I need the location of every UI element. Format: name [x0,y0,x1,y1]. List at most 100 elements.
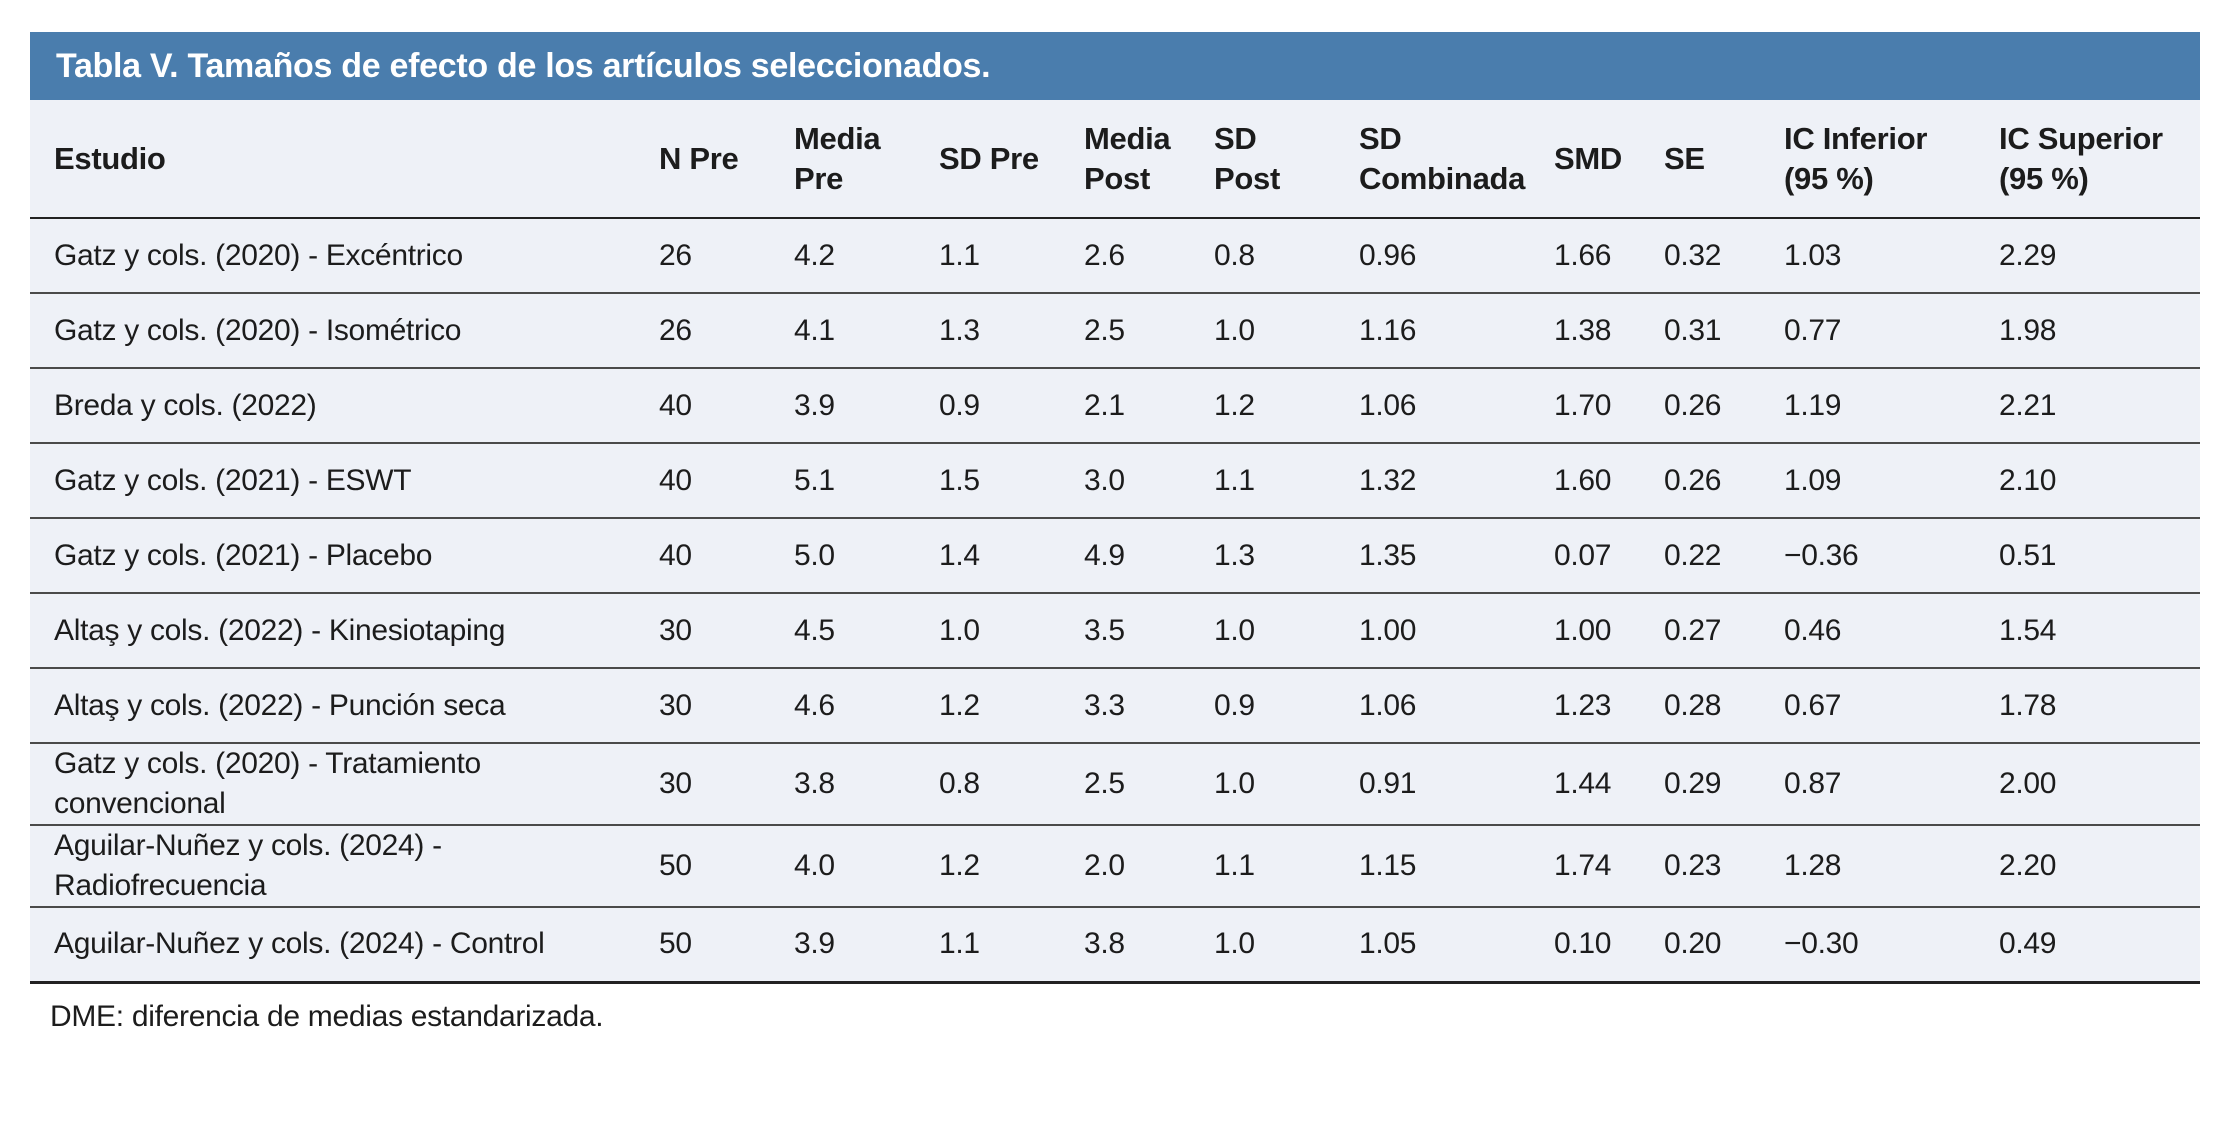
value-cell: 3.8 [794,767,835,800]
column-header: SMD [1530,100,1640,219]
column-header: SD Post [1190,100,1335,219]
value-cell: 1.32 [1359,463,1417,497]
value-cell: 2.00 [1999,767,2057,800]
value-cell: 1.66 [1554,238,1612,272]
value-cell: 0.46 [1784,613,1842,647]
value-cell: 40 [659,538,692,572]
value-cell: 1.06 [1359,388,1417,422]
value-cell: 0.8 [939,767,980,800]
value-cell: 0.96 [1359,238,1417,272]
table-row: Altaş y cols. (2022) - Punción seca 30 4.6… [30,668,2200,743]
value-cell: 2.5 [1084,767,1125,800]
value-cell: 4.9 [1084,538,1125,572]
value-cell: 2.29 [1999,238,2057,272]
value-cell: −0.36 [1784,538,1859,572]
value-cell: 1.2 [1214,388,1255,422]
column-header: SD Pre [915,100,1060,219]
value-cell: 30 [659,688,692,722]
value-cell: 0.28 [1664,688,1722,722]
value-cell: 1.09 [1784,463,1842,497]
value-cell: 30 [659,613,692,647]
table-row: Breda y cols. (2022) 40 3.9 0.9 2.1 1.2 1.06 1.… [30,368,2200,443]
value-cell: 0.9 [1214,688,1255,722]
table-row: Gatz y cols. (2021) - ESWT 40 5.1 1.5 3.0 1.1… [30,443,2200,518]
value-cell: 2.5 [1084,313,1125,347]
value-cell: 1.1 [1214,849,1255,882]
value-cell: 1.78 [1999,688,2057,722]
value-cell: 2.20 [1999,849,2057,882]
table-row: Aguilar-Nuñez y cols. (2024) - Control 50… [30,907,2200,982]
table-row: Altaş y cols. (2022) - Kinesiotaping 30 4.… [30,593,2200,668]
value-cell: 5.1 [794,463,835,497]
value-cell: 4.0 [794,849,835,882]
value-cell: 1.15 [1359,849,1417,882]
value-cell: 1.0 [1214,613,1255,647]
value-cell: 0.91 [1359,767,1417,800]
value-cell: 40 [659,388,692,422]
value-cell: 0.67 [1784,688,1842,722]
value-cell: −0.30 [1784,927,1859,961]
value-cell: 1.23 [1554,688,1612,722]
value-cell: 1.2 [939,688,980,722]
study-cell: Altaş y cols. (2022) - Kinesiotaping [54,613,506,647]
value-cell: 0.26 [1664,463,1722,497]
value-cell: 1.28 [1784,849,1842,882]
value-cell: 26 [659,313,692,347]
column-header: SD Combinada [1335,100,1530,219]
value-cell: 1.60 [1554,463,1612,497]
table-row: Aguilar-Nuñez y cols. (2024) - Radiofrec… [30,825,2200,907]
value-cell: 1.19 [1784,388,1842,422]
study-cell: Aguilar-Nuñez y cols. (2024) - Control [54,927,545,961]
value-cell: 1.1 [1214,463,1255,497]
value-cell: 1.3 [1214,538,1255,572]
value-cell: 1.3 [939,313,980,347]
value-cell: 2.10 [1999,463,2057,497]
value-cell: 3.9 [794,927,835,961]
value-cell: 0.77 [1784,313,1842,347]
value-cell: 1.1 [939,238,980,272]
value-cell: 3.8 [1084,927,1125,961]
value-cell: 2.6 [1084,238,1125,272]
value-cell: 26 [659,238,692,272]
value-cell: 0.07 [1554,538,1612,572]
value-cell: 0.20 [1664,927,1722,961]
value-cell: 3.0 [1084,463,1125,497]
value-cell: 2.0 [1084,849,1125,882]
study-cell: Gatz y cols. (2020) - Tratamiento conven… [54,747,481,820]
value-cell: 50 [659,927,692,961]
value-cell: 1.0 [1214,313,1255,347]
study-cell: Aguilar-Nuñez y cols. (2024) - Radiofrec… [54,829,442,902]
study-cell: Gatz y cols. (2021) - ESWT [54,463,412,497]
column-header: IC Superior (95 %) [1975,100,2200,219]
value-cell: 3.3 [1084,688,1125,722]
value-cell: 1.98 [1999,313,2057,347]
value-cell: 1.05 [1359,927,1417,961]
value-cell: 40 [659,463,692,497]
value-cell: 1.44 [1554,767,1612,800]
value-cell: 1.0 [939,613,980,647]
study-cell: Gatz y cols. (2020) - Isométrico [54,313,462,347]
value-cell: 1.38 [1554,313,1612,347]
value-cell: 4.5 [794,613,835,647]
column-header: Media Pre [770,100,915,219]
table-footnote: DME: diferencia de medias estandarizada. [50,999,604,1033]
column-header: SE [1640,100,1760,219]
table-title: Tabla V. Tamaños de efecto de los artícu… [56,46,991,85]
value-cell: 0.23 [1664,849,1722,882]
study-cell: Gatz y cols. (2020) - Excéntrico [54,238,463,272]
value-cell: 0.51 [1999,538,2057,572]
value-cell: 0.9 [939,388,980,422]
value-cell: 2.21 [1999,388,2057,422]
page: Tabla V. Tamaños de efecto de los artícu… [30,32,2200,1033]
value-cell: 1.5 [939,463,980,497]
value-cell: 3.9 [794,388,835,422]
value-cell: 1.54 [1999,613,2057,647]
table-title-bar: Tabla V. Tamaños de efecto de los artícu… [30,32,2200,100]
effects-table: Estudio N Pre Media Pre SD Pre Media Post SD … [30,100,2200,984]
table-row: Gatz y cols. (2020) - Excéntrico 26 4.2 1.1… [30,218,2200,293]
column-header: IC Inferior (95 %) [1760,100,1975,219]
study-cell: Altaş y cols. (2022) - Punción seca [54,688,506,722]
value-cell: 1.4 [939,538,980,572]
value-cell: 0.32 [1664,238,1722,272]
table-body: Gatz y cols. (2020) - Excéntrico 26 4.2 1.1… [30,218,2200,982]
